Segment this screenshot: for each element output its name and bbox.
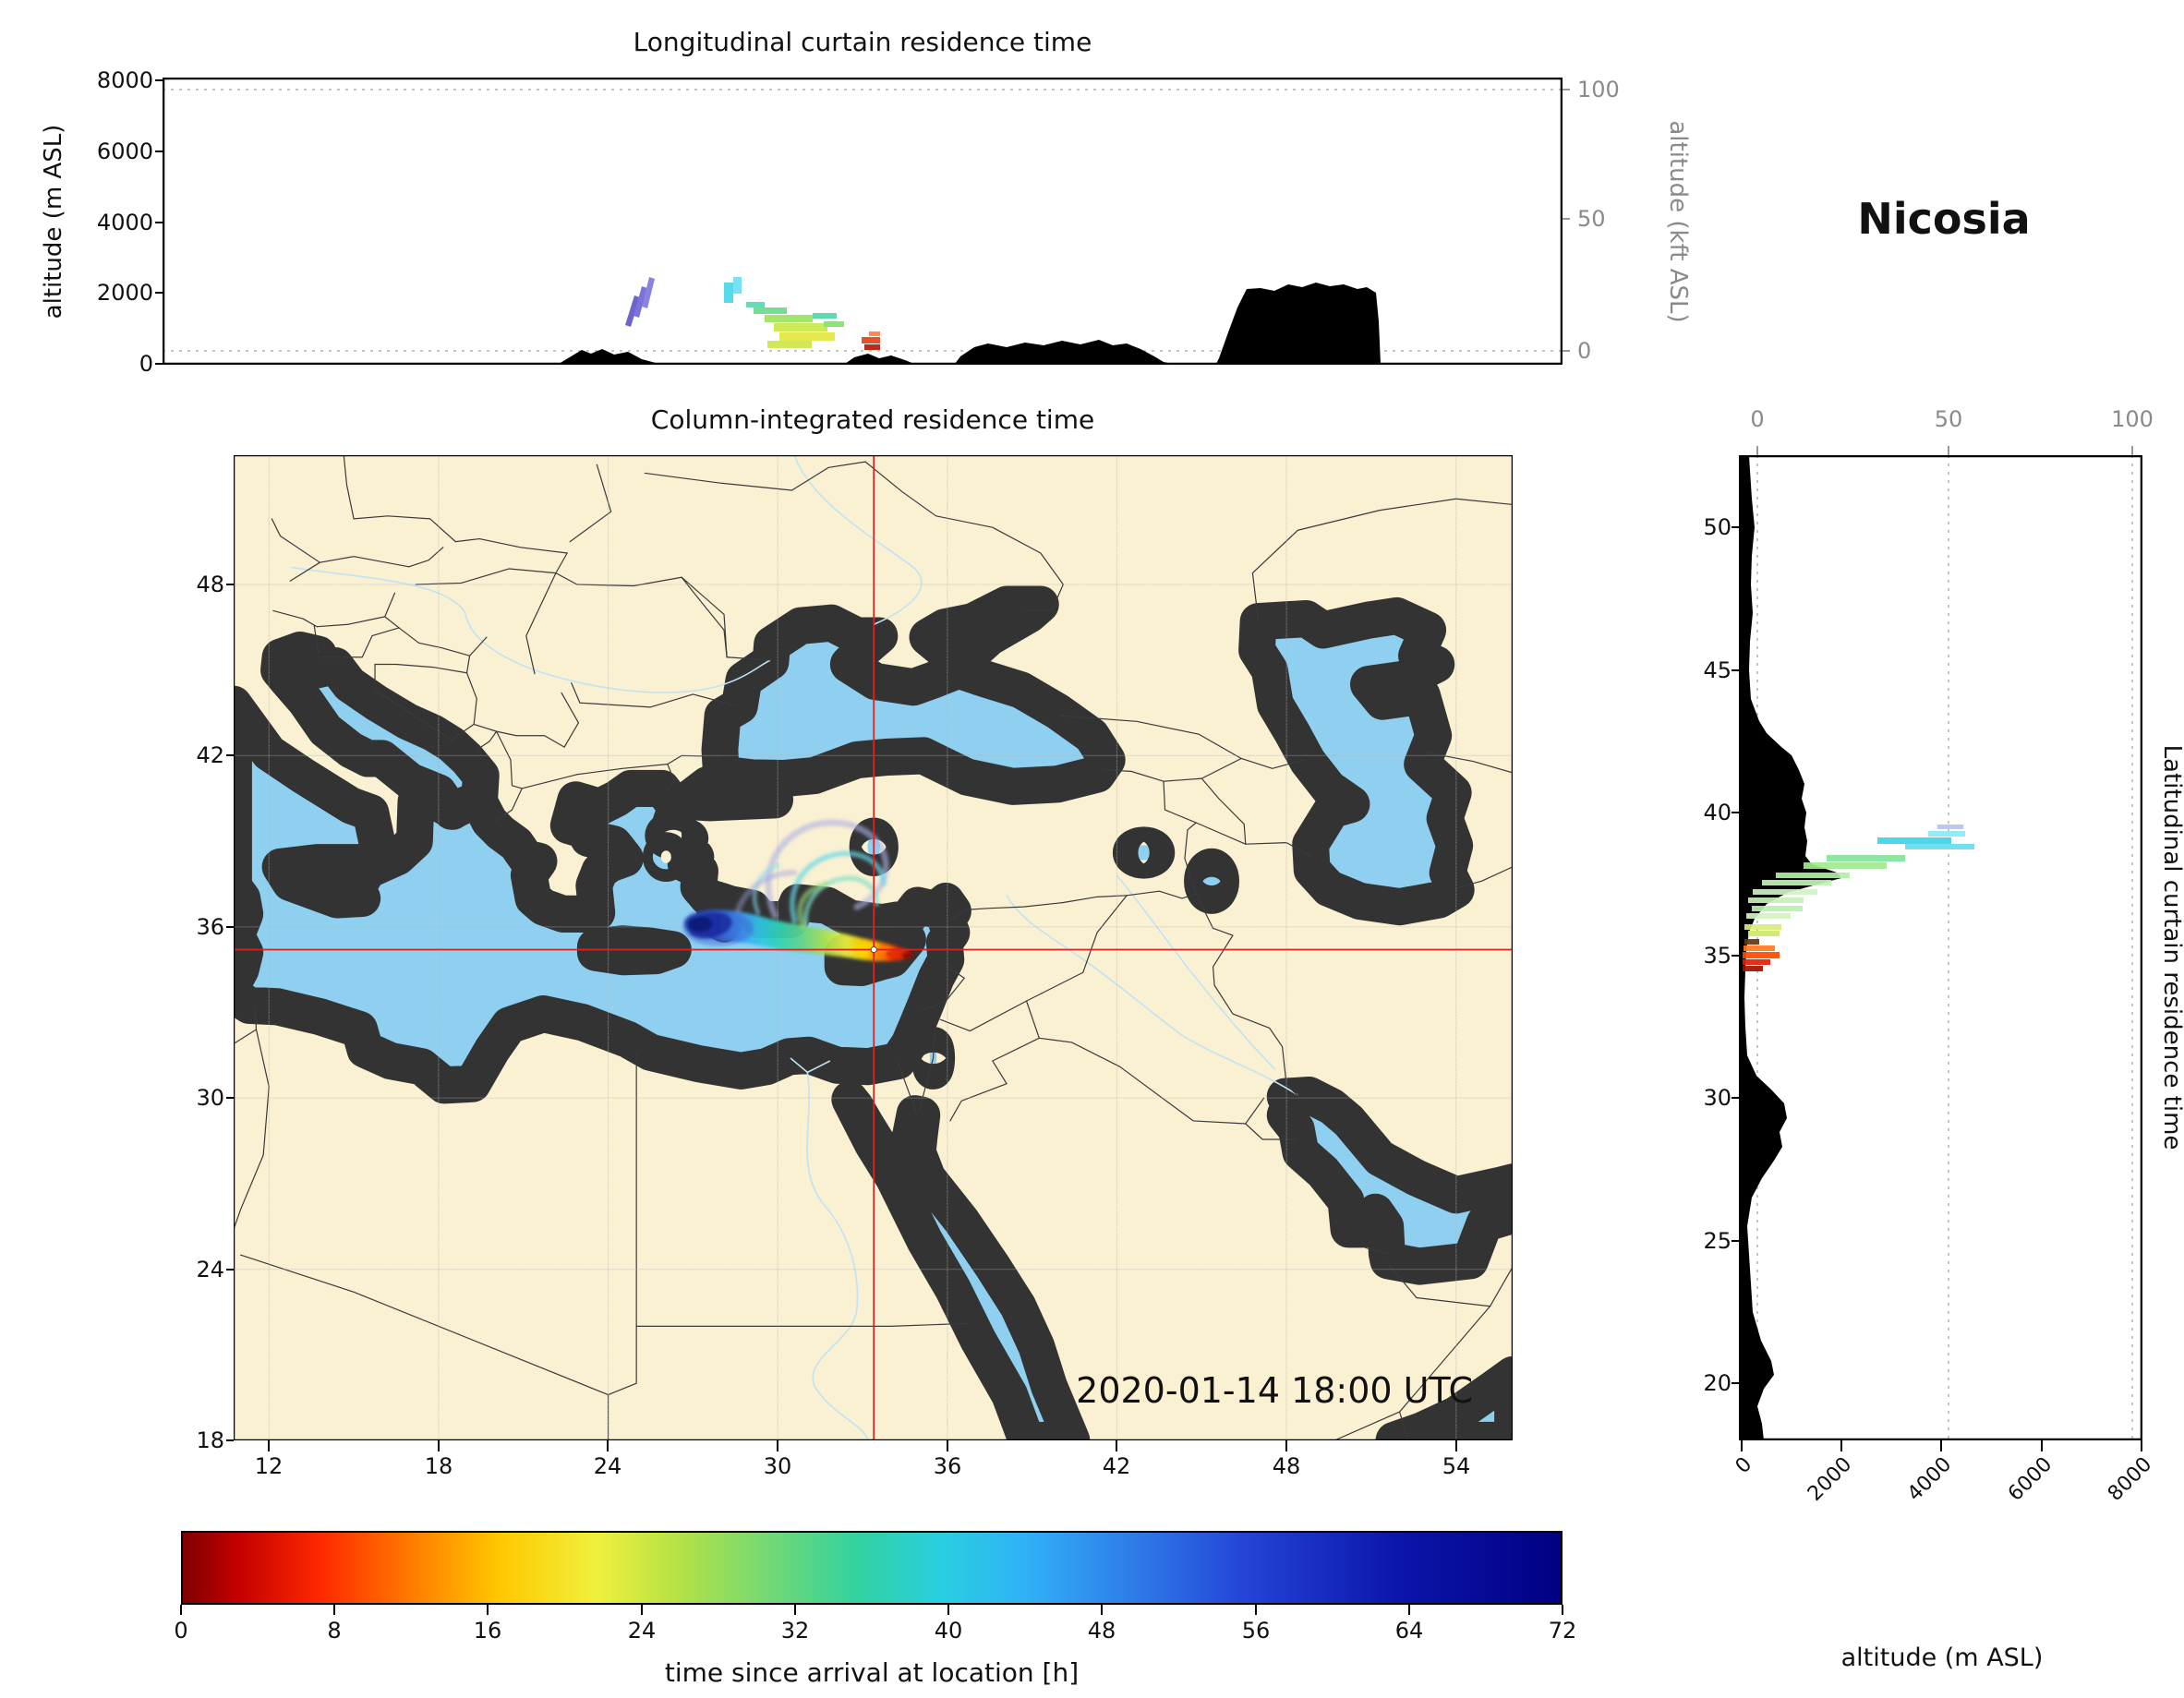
plume-darkred-spot <box>901 951 914 959</box>
map-xtick-24: 24 <box>593 1453 622 1479</box>
right-xtick-top-50: 50 <box>1934 406 1963 432</box>
right-ytick-20: 20 <box>1703 1370 1732 1396</box>
top-ytick-right-50: 50 <box>1577 206 1606 232</box>
arabian-sea-corner <box>1375 1355 1513 1440</box>
sicily <box>261 844 388 919</box>
cbar-tick-56: 56 <box>1241 1618 1271 1644</box>
top-ytick-right-100: 100 <box>1577 77 1620 102</box>
right-panel-plume-patches <box>1743 825 1974 971</box>
right-ytick-40: 40 <box>1703 800 1732 825</box>
map-xtick-30: 30 <box>763 1453 792 1479</box>
right-panel-frame <box>1739 455 2142 1440</box>
right-xtick-6000: 6000 <box>2003 1452 2057 1506</box>
colorbar <box>181 1531 1563 1605</box>
top-panel-ylabel-right: altitude (kft ASL) <box>1664 120 1692 323</box>
right-ytick-45: 45 <box>1703 657 1732 683</box>
map-ytick-24: 24 <box>196 1257 224 1283</box>
map-svg <box>234 455 1513 1440</box>
map-xtick-12: 12 <box>254 1453 284 1479</box>
cbar-tick-24: 24 <box>627 1618 657 1644</box>
map-frame <box>234 455 1513 1440</box>
right-ytick-35: 35 <box>1703 943 1732 969</box>
top-ytick-6000: 6000 <box>96 138 153 164</box>
right-xtick-8000: 8000 <box>2103 1452 2157 1506</box>
dnieper-river <box>795 456 922 624</box>
tunisia-coast-bump <box>234 868 264 1002</box>
cbar-tick-40: 40 <box>934 1618 963 1644</box>
plume-wisp-cyan <box>790 850 887 924</box>
map-timestamp: 2020-01-14 18:00 UTC <box>1076 1370 1473 1411</box>
top-panel-plume-patches <box>625 277 880 350</box>
right-panel-bg <box>1739 455 2142 1440</box>
map-panel-title: Column-integrated residence time <box>650 404 1095 435</box>
map-ytick-36: 36 <box>196 914 224 940</box>
map-ytick-18: 18 <box>196 1427 224 1453</box>
chios <box>642 832 690 882</box>
cbar-tick-8: 8 <box>327 1618 342 1644</box>
plume-wisp-green <box>797 881 829 930</box>
terrain-profile-latitudinal <box>1739 456 1841 1440</box>
cbar-tick-72: 72 <box>1548 1618 1577 1644</box>
right-xtick-4000: 4000 <box>1902 1452 1957 1506</box>
map-gridlines <box>234 455 1513 1440</box>
cbar-tick-16: 16 <box>473 1618 502 1644</box>
plume-deep-core <box>687 916 713 933</box>
danube-river <box>292 567 771 692</box>
cbar-tick-32: 32 <box>780 1618 810 1644</box>
top-panel-frame <box>163 78 1563 365</box>
cbar-tick-0: 0 <box>174 1618 188 1644</box>
cbar-tick-64: 64 <box>1394 1618 1424 1644</box>
nile-river <box>807 1072 868 1440</box>
location-title: Nicosia <box>1857 194 2031 244</box>
map-xtick-42: 42 <box>1102 1453 1131 1479</box>
right-panel-xlabel: altitude (m ASL) <box>1840 1644 2044 1672</box>
right-xtick-0: 0 <box>1731 1452 1757 1479</box>
right-ytick-50: 50 <box>1703 514 1732 540</box>
nile-delta <box>790 1058 830 1072</box>
plume-wisp-purple <box>735 869 798 913</box>
right-ytick-25: 25 <box>1703 1228 1732 1254</box>
right-ytick-30: 30 <box>1703 1085 1732 1111</box>
tigris-river <box>1116 875 1274 1069</box>
right-panel-ylabel: Latitudinal curtain residence time <box>2158 744 2184 1150</box>
right-xtick-top-0: 0 <box>1750 406 1765 432</box>
plume <box>682 819 915 962</box>
top-ytick-2000: 2000 <box>96 280 153 306</box>
adriatic-sea <box>260 631 500 830</box>
terrain-profile-longitudinal <box>163 283 1563 364</box>
map-xtick-48: 48 <box>1272 1453 1301 1479</box>
map-xtick-18: 18 <box>424 1453 453 1479</box>
longitudinal-curtain-svg <box>163 78 1563 365</box>
red-sea <box>831 1080 1091 1440</box>
map-ytick-42: 42 <box>196 742 224 768</box>
rivers <box>292 456 1298 1440</box>
top-ytick-right-0: 0 <box>1577 338 1592 364</box>
latitudinal-curtain-svg <box>1739 455 2142 1440</box>
caspian-sea <box>1238 596 1475 926</box>
sea-of-azov <box>909 585 1059 679</box>
map-xtick-54: 54 <box>1442 1453 1471 1479</box>
right-xtick-top-100: 100 <box>2111 406 2154 432</box>
map-xtick-36: 36 <box>933 1453 962 1479</box>
top-panel-ylabel-left: altitude (m ASL) <box>40 124 67 319</box>
top-ytick-8000: 8000 <box>96 67 153 93</box>
lake-van <box>1112 826 1176 879</box>
top-panel-title: Longitudinal curtain residence time <box>633 27 1092 57</box>
colorbar-label: time since arrival at location [h] <box>664 1657 1080 1688</box>
right-xtick-2000: 2000 <box>1803 1452 1857 1506</box>
euphrates-river <box>1007 896 1297 1095</box>
crosshair <box>234 455 1513 1440</box>
receptor-marker <box>870 945 877 954</box>
top-ytick-4000: 4000 <box>96 210 153 235</box>
cbar-tick-48: 48 <box>1087 1618 1116 1644</box>
top-ytick-0: 0 <box>139 351 153 377</box>
map-ytick-48: 48 <box>196 572 224 597</box>
map-ytick-30: 30 <box>196 1085 224 1111</box>
lake-urmia <box>1184 848 1240 914</box>
country-borders <box>234 456 1513 1440</box>
